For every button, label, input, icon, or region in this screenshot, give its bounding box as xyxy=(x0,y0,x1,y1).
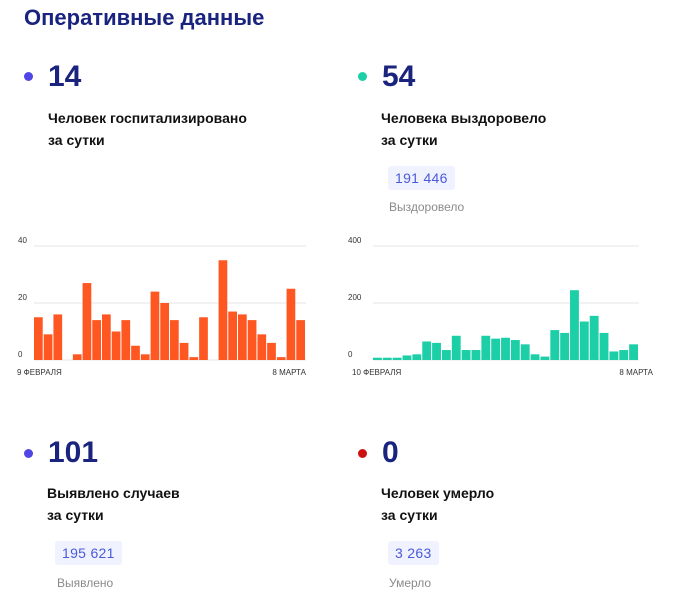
detected-total-badge: 195 621 xyxy=(55,541,122,565)
recovered-chart-bar xyxy=(501,337,510,360)
recovered-chart-bar xyxy=(441,350,451,360)
hospitalized-chart-bar xyxy=(228,311,237,360)
recovered-chart: 0 200 400 10 ФЕВРАЛЯ 8 МАРТА xyxy=(348,236,654,377)
recovered-chart-bar xyxy=(619,350,629,360)
recovered-chart-x-start-label: 10 ФЕВРАЛЯ xyxy=(352,368,401,377)
recovered-chart-bar xyxy=(491,338,501,360)
recovered-chart-bar xyxy=(629,344,638,360)
recovered-chart-y-tick-label: 400 xyxy=(348,236,362,245)
purple-dot-icon xyxy=(24,72,33,81)
died-total-label: Умерло xyxy=(389,576,432,590)
hospitalized-chart-bar xyxy=(170,320,179,360)
recovered-chart-bar xyxy=(432,342,441,360)
hospitalized-chart-bar xyxy=(92,320,101,360)
hospitalized-chart-bar xyxy=(140,354,150,360)
hospitalized-chart-bar xyxy=(218,260,228,360)
recovered-chart-bar xyxy=(471,350,481,360)
recovered-chart-bar xyxy=(422,341,432,360)
recovered-chart-bar xyxy=(382,357,392,360)
detected-label-line1: Выявлено случаев xyxy=(47,485,180,501)
hospitalized-chart-bar xyxy=(34,317,43,360)
hospitalized-chart-y-tick-label: 20 xyxy=(18,293,27,302)
purple-dot-icon xyxy=(24,449,33,458)
recovered-total-badge: 191 446 xyxy=(388,166,455,190)
hospitalized-chart-x-start-label: 9 ФЕВРАЛЯ xyxy=(17,368,62,377)
died-label-line1: Человек умерло xyxy=(381,485,495,501)
recovered-chart-bar xyxy=(373,357,382,360)
green-dot-icon xyxy=(358,72,367,81)
died-label-line2: за сутки xyxy=(381,507,438,523)
detected-total-label: Выявлено xyxy=(57,576,114,590)
hospitalized-chart-bar xyxy=(150,291,160,360)
recovered-chart-bar xyxy=(530,354,540,360)
hospitalized-chart-bar xyxy=(72,354,82,360)
detected-value: 101 xyxy=(48,436,99,469)
recovered-chart-bar xyxy=(510,340,520,360)
recovered-chart-bar xyxy=(609,351,619,360)
recovered-chart-bar xyxy=(481,335,491,360)
hospitalized-chart-bar xyxy=(121,320,131,360)
recovered-value: 54 xyxy=(382,60,416,93)
hospitalized-chart-bar xyxy=(199,317,208,360)
hospitalized-chart-y-tick-label: 0 xyxy=(18,350,23,359)
hospitalized-chart-bar xyxy=(179,342,189,360)
red-dot-icon xyxy=(358,449,367,458)
hospitalized-chart-bar xyxy=(267,342,276,360)
died-total-badge: 3 263 xyxy=(388,541,439,565)
recovered-chart-bar xyxy=(550,330,560,360)
died-value: 0 xyxy=(382,436,399,469)
hospitalized-chart-bar xyxy=(43,334,53,360)
hospitalized-chart-bar xyxy=(296,320,305,360)
hospitalized-chart-bar xyxy=(286,288,296,360)
detected-label-line2: за сутки xyxy=(47,507,104,523)
recovered-chart-x-end-label: 8 МАРТА xyxy=(619,368,653,377)
hospitalized-chart-bar xyxy=(160,303,169,360)
recovered-chart-bar xyxy=(560,332,570,360)
hospitalized-label-line2: за сутки xyxy=(48,132,105,148)
recovered-chart-bar xyxy=(579,321,589,360)
recovered-total-label: Выздоровело xyxy=(389,200,465,214)
recovered-label-line2: за сутки xyxy=(381,132,438,148)
hospitalized-chart-bar xyxy=(53,314,63,360)
recovered-chart-bar xyxy=(451,335,461,360)
hospitalized-chart-x-end-label: 8 МАРТА xyxy=(272,368,306,377)
hospitalized-chart-bar xyxy=(276,357,286,360)
recovered-chart-bar xyxy=(392,357,402,360)
hospitalized-chart-bar xyxy=(257,334,267,360)
recovered-chart-bar xyxy=(570,290,579,360)
hospitalized-chart-bar xyxy=(82,283,92,360)
recovered-chart-bar xyxy=(599,332,609,360)
recovered-chart-y-tick-label: 200 xyxy=(348,293,362,302)
hospitalized-chart-bar xyxy=(131,345,140,360)
hospitalized-chart: 0 20 40 9 ФЕВРАЛЯ 8 МАРТА xyxy=(17,236,307,377)
hospitalized-chart-bar xyxy=(247,320,257,360)
recovered-chart-bar xyxy=(412,354,422,360)
recovered-chart-bar xyxy=(589,315,599,360)
hospitalized-chart-bar xyxy=(189,357,199,360)
recovered-chart-bar xyxy=(540,356,550,360)
hospitalized-label-line1: Человек госпитализировано xyxy=(48,110,247,126)
hospitalized-chart-y-tick-label: 40 xyxy=(18,236,27,245)
recovered-chart-bar xyxy=(520,344,530,360)
hospitalized-chart-bar xyxy=(111,331,121,360)
recovered-chart-bar xyxy=(402,355,412,360)
hospitalized-chart-bar xyxy=(238,314,247,360)
recovered-chart-bar xyxy=(461,350,471,360)
hospitalized-chart-bar xyxy=(102,314,111,360)
recovered-chart-y-tick-label: 0 xyxy=(348,350,353,359)
page-title: Оперативные данные xyxy=(24,5,265,30)
recovered-label-line1: Человека выздоровело xyxy=(381,110,547,126)
hospitalized-value: 14 xyxy=(48,60,82,93)
